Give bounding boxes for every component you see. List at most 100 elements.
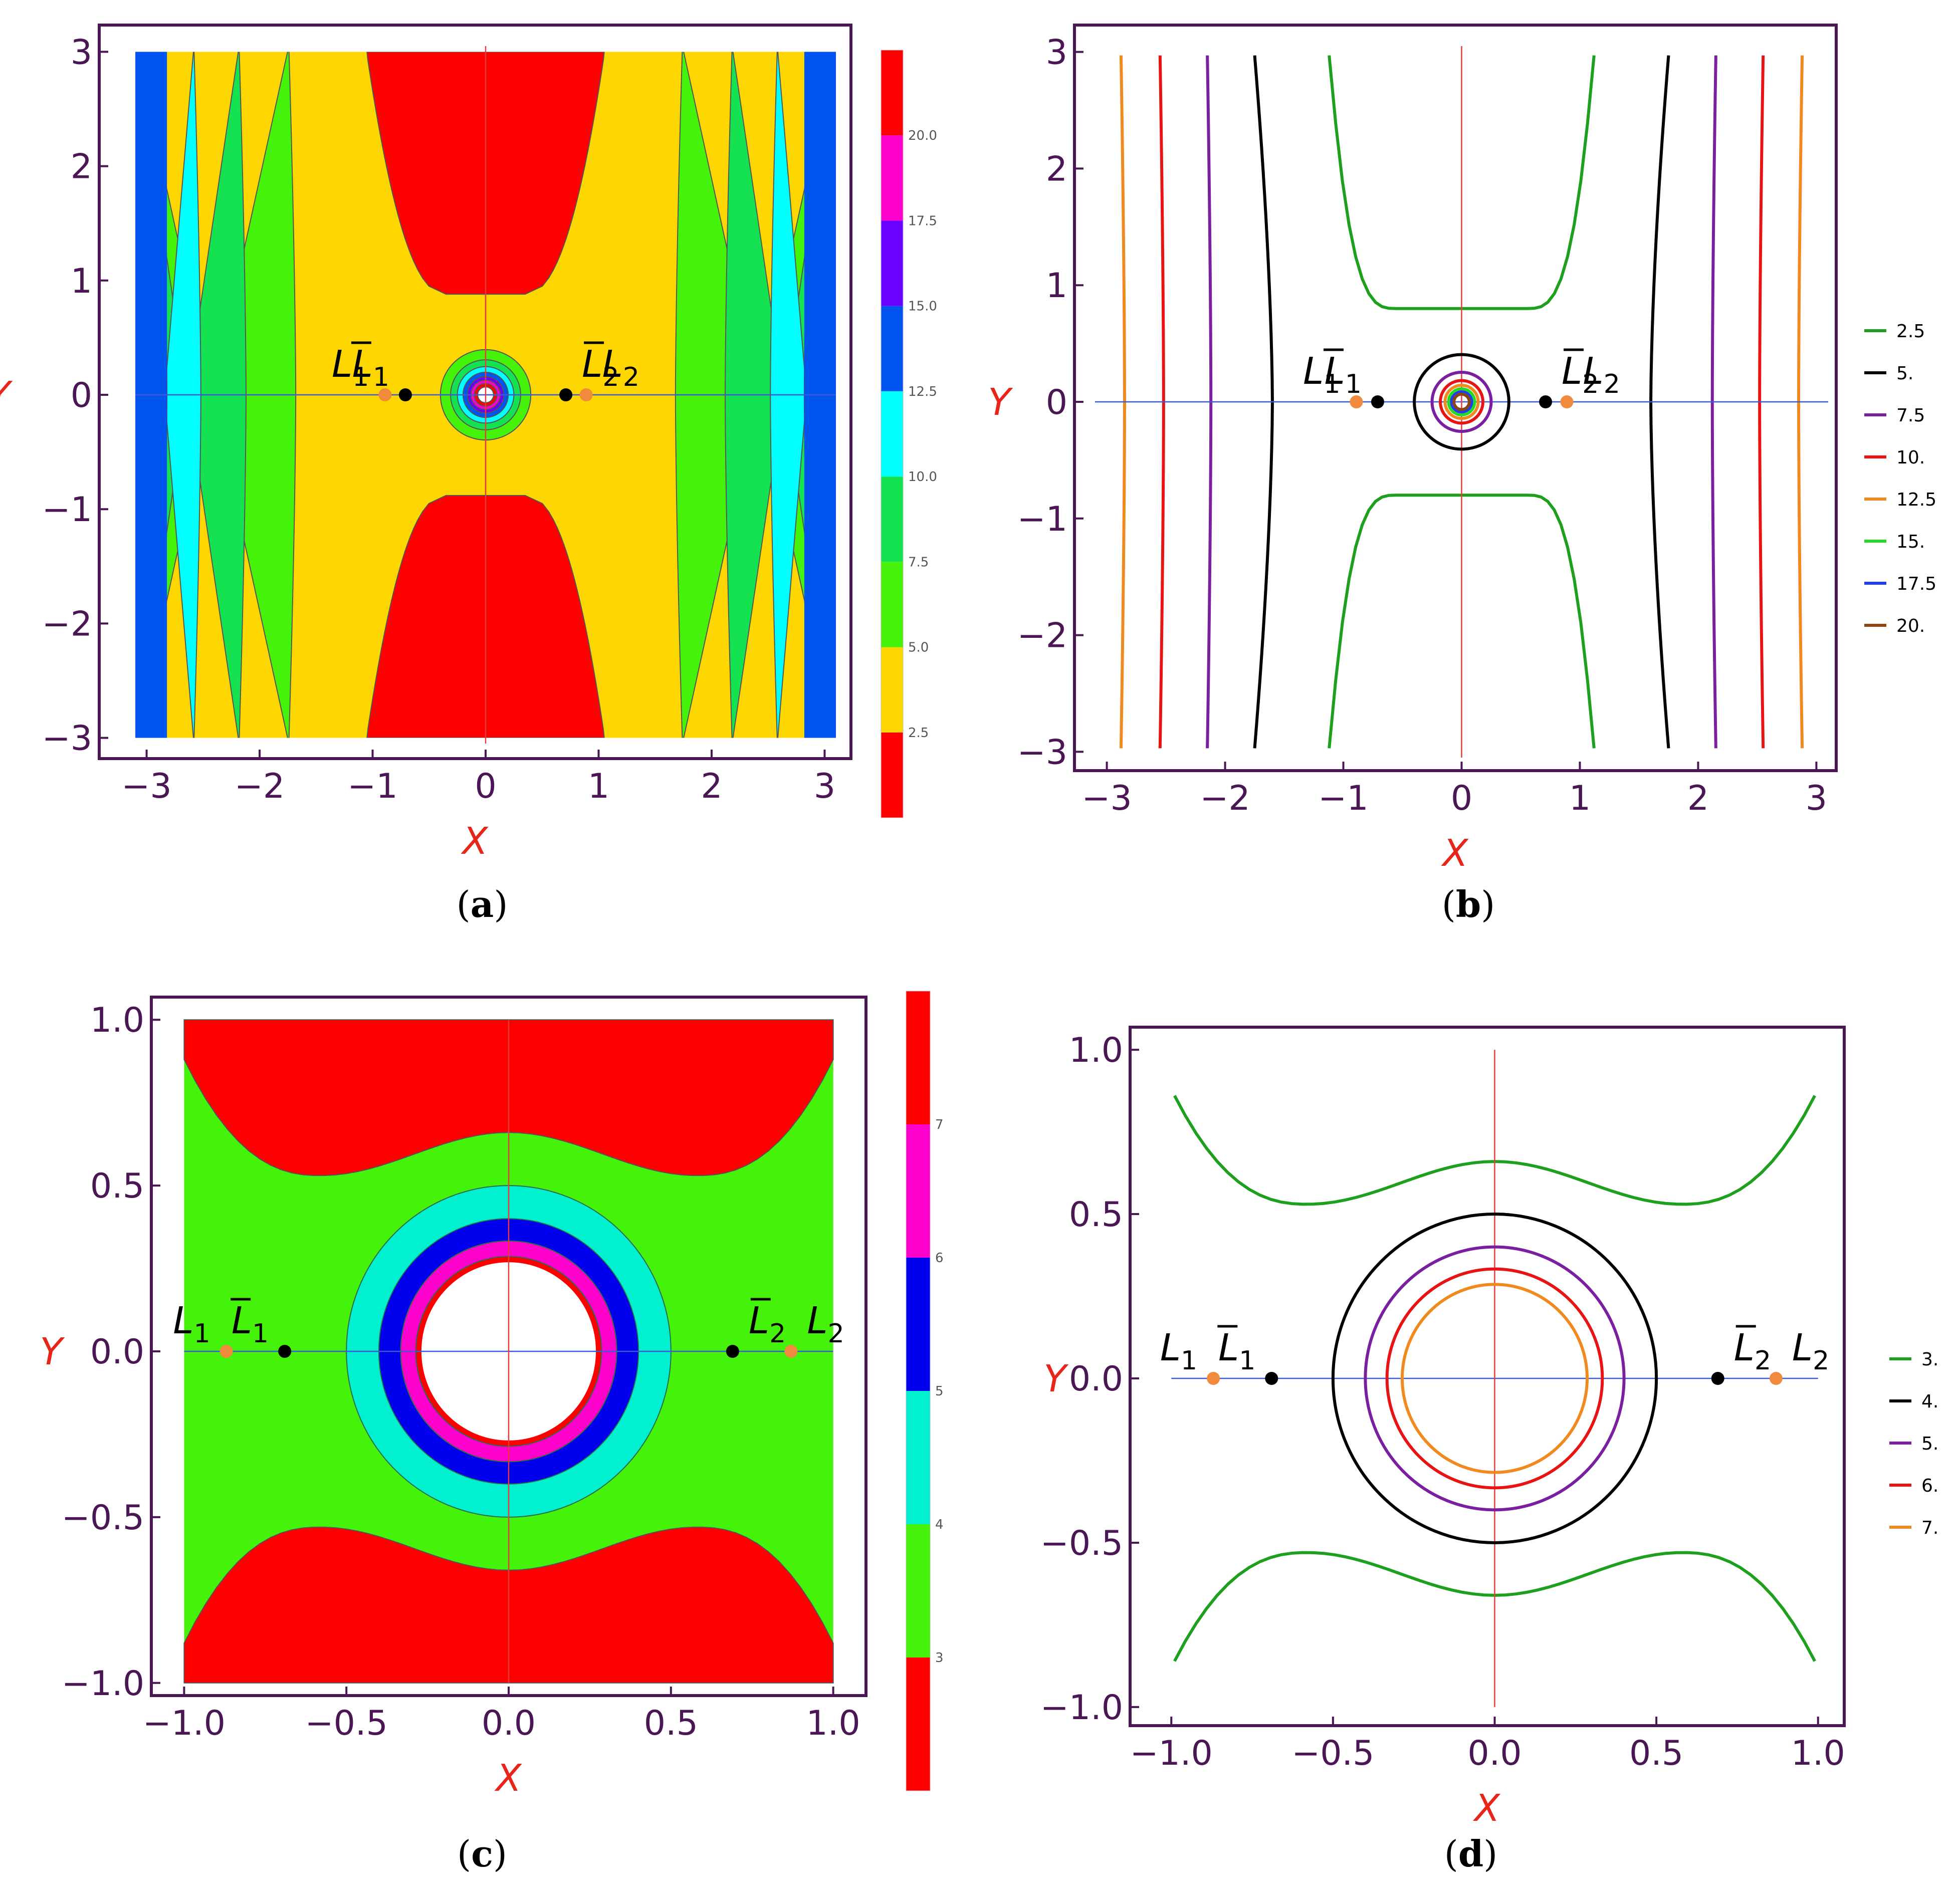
y-tick-label: −3 [42,719,92,759]
y-tick-label: 3 [71,33,92,72]
y-tick-label: 0.0 [1069,1359,1123,1399]
label-letter: L [1562,350,1582,393]
label-subscript: 1 [1345,369,1362,399]
label-subscript: 2 [602,362,619,392]
label-subscript: 2 [1755,1346,1771,1376]
legend-label: 4. [1921,1391,1938,1412]
label-L1bar: L1 [352,343,389,392]
x-tick-label: 3 [814,767,835,806]
contour-ring-6. [1385,1267,1604,1490]
label-L1: L1 [332,343,369,392]
colorbar-tick-label: 5.0 [908,640,929,655]
x-tick-label: 0.5 [1629,1734,1683,1773]
label-letter: L [1583,350,1604,393]
x-tick-label: −0.5 [305,1704,388,1743]
colorbar-tick-label: 17.5 [908,213,937,228]
y-tick-label: −0.5 [1040,1524,1123,1563]
x-tick-label: −1 [1318,779,1368,818]
x-tick-label: −1.0 [1130,1734,1213,1773]
x-tick-label: 0.0 [1467,1734,1521,1773]
label-letter: L [232,1299,252,1342]
legend-label: 12.5 [1896,490,1936,510]
point-L1 [220,1345,233,1358]
x-tick-label: −3 [1081,779,1132,818]
label-L2bar: L2 [749,1299,786,1349]
label-subscript: 1 [1239,1346,1255,1376]
x-tick-label: 2 [701,767,722,806]
contour-ring-17.5 [1450,390,1473,414]
point-L1 [378,388,392,401]
colorbar-band [881,732,903,818]
colorbar-band [881,391,903,477]
contour-ring-7.5 [1430,371,1493,433]
label-L1: L1 [173,1299,210,1349]
contour-ring-7. [1400,1283,1589,1474]
y-tick-label: 0.5 [1069,1195,1123,1235]
colorbar-frame [906,991,931,1791]
panel-a: −3−2−101233210−1−2−3XY(a)L1L1L2L22.55.07… [0,24,937,925]
caption-letter: d [1458,1832,1483,1875]
plot-frame [98,24,852,760]
caption-close: ) [494,883,508,925]
colorbar-tick-label: 10.0 [908,469,937,485]
y-axis-label: Y [40,1330,65,1373]
label-subscript: 1 [252,1319,269,1349]
colorbar-band [881,220,903,306]
y-tick-label: −1.0 [1040,1688,1123,1728]
x-axis-label: X [1472,1787,1501,1830]
x-tick-label: 2 [1687,779,1709,818]
colorbar-tick-label: 2.5 [908,726,929,741]
point-L2bar [1711,1372,1724,1385]
x-axis-label: X [494,1757,523,1800]
caption-open: ( [1442,883,1456,925]
x-tick-label: 3 [1806,779,1827,818]
y-tick-label: −0.5 [62,1498,144,1538]
label-subscript: 2 [623,362,639,392]
label-subscript: 1 [193,1319,210,1349]
y-tick-label: 0 [1046,383,1067,422]
colorbar-tick-label: 7.5 [908,555,929,570]
y-tick-label: 0.5 [90,1166,144,1206]
label-letter: L [807,1299,827,1342]
y-tick-label: −2 [1017,616,1067,656]
y-tick-label: 0.0 [90,1332,144,1372]
point-L2 [579,388,593,401]
caption-letter: c [471,1832,493,1875]
contour-ring-4. [1331,1213,1658,1544]
label-L2bar: L2 [1734,1326,1771,1376]
label-letter: L [1325,350,1345,393]
y-axis-label: Y [1043,1357,1069,1400]
label-subscript: 2 [1813,1346,1829,1376]
legend-label: 20. [1896,616,1925,636]
label-letter: L [332,343,352,386]
contour-ring-5. [1413,353,1510,451]
panel-caption: (a) [457,883,508,925]
plot-frame [1129,1026,1846,1727]
y-tick-label: −1 [1017,500,1067,539]
caption-close: ) [1483,1833,1497,1875]
label-L2: L2 [1792,1326,1829,1376]
colorbar-band [881,135,903,221]
x-tick-label: 1 [1569,779,1591,818]
colorbar-band [881,647,903,733]
legend-label: 15. [1896,532,1925,552]
caption-close: ) [493,1833,507,1875]
caption-letter: b [1456,883,1481,925]
contour-body [135,46,836,744]
point-L1bar [278,1345,292,1358]
colorbar-band [906,1124,930,1258]
label-L2: L2 [602,343,639,392]
y-tick-label: −1.0 [62,1664,144,1704]
colorbar-tick-label: 3 [935,1650,944,1666]
legend-label: 5. [1921,1434,1938,1454]
panel-caption: (c) [457,1832,507,1875]
x-axis-label: X [1441,832,1469,875]
label-letter: L [1734,1326,1755,1369]
x-tick-label: −1.0 [143,1704,226,1743]
label-subscript: 1 [352,362,369,392]
x-axis-label: X [461,820,489,863]
x-tick-label: −2 [235,767,285,806]
colorbar-band [906,1657,930,1791]
x-tick-label: −3 [121,767,171,806]
